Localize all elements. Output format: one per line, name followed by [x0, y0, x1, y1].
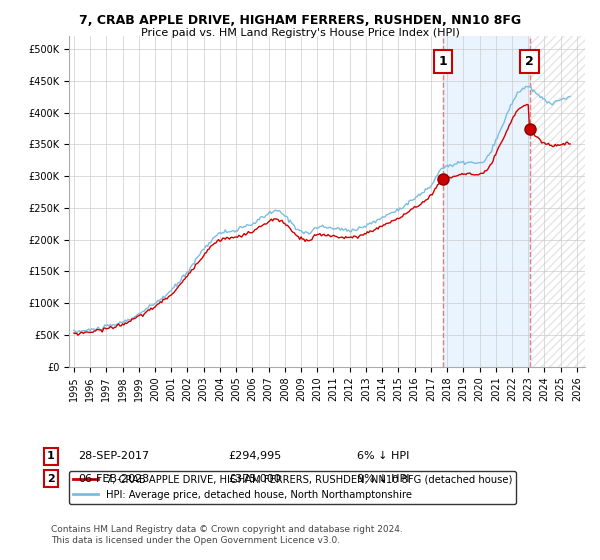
- Text: 9% ↓ HPI: 9% ↓ HPI: [357, 474, 409, 484]
- Text: 2: 2: [525, 55, 534, 68]
- Bar: [443, 36, 530, 367]
- Text: 1: 1: [439, 55, 448, 68]
- Bar: [530, 36, 585, 367]
- Text: 6% ↓ HPI: 6% ↓ HPI: [357, 451, 409, 461]
- Text: 7, CRAB APPLE DRIVE, HIGHAM FERRERS, RUSHDEN, NN10 8FG: 7, CRAB APPLE DRIVE, HIGHAM FERRERS, RUS…: [79, 14, 521, 27]
- Text: 1: 1: [47, 451, 55, 461]
- Text: 2: 2: [47, 474, 55, 484]
- Text: £294,995: £294,995: [228, 451, 281, 461]
- Text: 06-FEB-2023: 06-FEB-2023: [78, 474, 149, 484]
- Text: 28-SEP-2017: 28-SEP-2017: [78, 451, 149, 461]
- Text: Contains HM Land Registry data © Crown copyright and database right 2024.
This d: Contains HM Land Registry data © Crown c…: [51, 525, 403, 545]
- Text: £375,000: £375,000: [228, 474, 281, 484]
- Legend: 7, CRAB APPLE DRIVE, HIGHAM FERRERS, RUSHDEN, NN10 8FG (detached house), HPI: Av: 7, CRAB APPLE DRIVE, HIGHAM FERRERS, RUS…: [69, 471, 516, 504]
- Text: Price paid vs. HM Land Registry's House Price Index (HPI): Price paid vs. HM Land Registry's House …: [140, 28, 460, 38]
